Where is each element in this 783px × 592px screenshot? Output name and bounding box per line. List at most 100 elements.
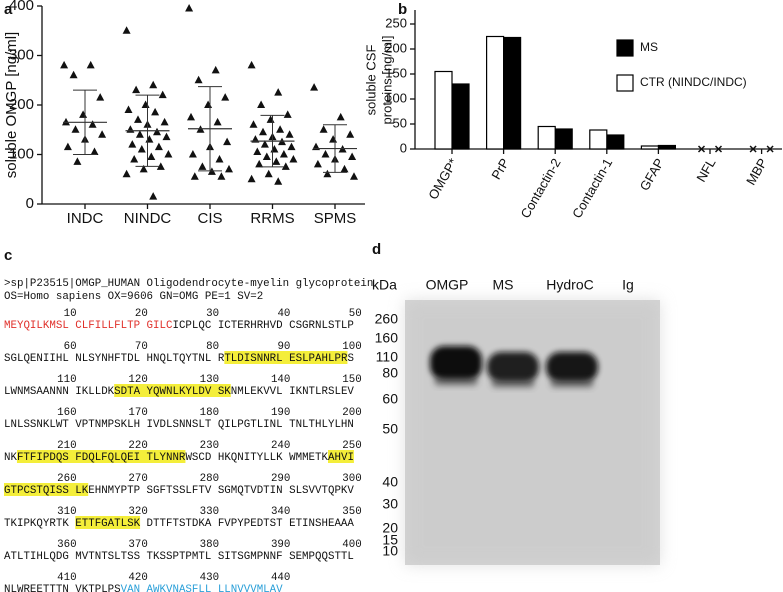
band-smear	[434, 376, 478, 386]
data-point	[190, 172, 199, 180]
y-axis-label: soluble CSF	[363, 45, 378, 116]
highlight	[328, 450, 354, 463]
data-point	[135, 130, 144, 138]
data-point	[86, 60, 95, 69]
data-point	[62, 117, 70, 126]
data-point	[262, 152, 271, 160]
x-tick-label: GFAP	[637, 156, 667, 194]
residue-number: 20	[135, 308, 148, 320]
sequence-segment: NMLEKVVL IKNTLRSLEV	[231, 386, 355, 398]
residue-number: 320	[128, 506, 147, 518]
data-point	[249, 120, 258, 128]
y-tick-label: 200	[9, 96, 34, 113]
data-point	[274, 177, 283, 185]
data-point	[158, 90, 167, 99]
data-point	[257, 100, 266, 108]
data-point	[313, 159, 322, 168]
sequence-segment: DTTFTSTDKA FVPYPEDTST ETINSHEAAA	[140, 518, 354, 530]
sequence-segment: AHVI	[328, 452, 354, 464]
residue-number: 250	[342, 440, 361, 452]
residue-number: 300	[342, 473, 361, 485]
data-point	[346, 130, 355, 138]
x-tick-label: MBP	[743, 156, 770, 188]
residue-number: 110	[57, 374, 76, 386]
residue-number: 120	[128, 374, 147, 386]
sequence-header: >sp|P23515|OMGP_HUMAN Oligodendrocyte-my…	[4, 278, 373, 290]
residue-number: 290	[271, 473, 290, 485]
x-tick-label: INDC	[67, 210, 104, 227]
bar	[606, 134, 625, 150]
residue-number: 60	[64, 341, 77, 353]
data-point	[211, 65, 220, 74]
marker-label: 50	[382, 421, 398, 437]
data-point	[79, 110, 88, 118]
residue-number: 90	[277, 341, 290, 353]
band	[546, 352, 598, 382]
sequence-segment: NLWREETTTN VKTPLPS	[4, 584, 121, 592]
residue-number: 210	[57, 440, 76, 452]
y-axis-label: soluble OMGP [ng/ml]	[3, 32, 20, 178]
unit-label: kDa	[372, 277, 397, 293]
residue-number: 430	[200, 572, 219, 584]
data-point	[321, 150, 330, 158]
residue-number: 350	[342, 506, 361, 518]
y-tick-label: 50	[393, 115, 407, 130]
sequence-segment: EHNMYPTP SGFTSSLFTV SGMQTVDTIN SLSVVTQPK…	[88, 485, 354, 497]
data-point	[185, 3, 194, 12]
band	[430, 346, 482, 380]
panel-label: b	[398, 1, 407, 18]
sequence-segment: WSCD HKQNITYLLK WMMETK	[185, 452, 328, 464]
marker-label: 20	[382, 520, 398, 536]
blot-shading	[405, 300, 660, 565]
sequence-segment: S	[347, 353, 353, 365]
y-tick-label: 250	[385, 15, 407, 30]
marker-label: 80	[382, 365, 398, 381]
data-point	[204, 100, 213, 108]
residue-number: 330	[200, 506, 219, 518]
data-point	[221, 93, 230, 101]
data-point	[128, 140, 137, 148]
data-point	[319, 125, 328, 133]
marker-label: 110	[376, 349, 399, 365]
data-point	[96, 93, 105, 101]
data-point	[247, 60, 256, 69]
data-point	[137, 145, 146, 153]
lane-label: Ig	[622, 277, 634, 293]
residue-number: 170	[128, 407, 147, 419]
x-tick-label: OMGP*	[425, 156, 460, 202]
data-point	[98, 130, 107, 138]
data-point	[287, 142, 296, 151]
not-detected	[697, 145, 706, 153]
residue-number: 380	[200, 539, 219, 551]
data-point	[160, 117, 169, 126]
lane-label: MS	[493, 277, 514, 293]
residue-number: 360	[57, 539, 76, 551]
y-tick-label: 100	[9, 145, 34, 162]
legend-label: CTR (NINDC/INDC)	[640, 75, 747, 89]
residue-number: 160	[57, 407, 76, 419]
marker-label: 15	[382, 532, 398, 548]
data-point	[217, 172, 226, 180]
data-point	[69, 70, 78, 79]
data-point	[132, 85, 141, 94]
residue-number: 190	[271, 407, 290, 419]
residue-number: 240	[271, 440, 290, 452]
sequence-header: OS=Homo sapiens OX=9606 GN=OMG PE=1 SV=2	[4, 291, 263, 303]
residue-number: 270	[128, 473, 147, 485]
bar	[434, 70, 453, 150]
data-point	[323, 169, 332, 178]
data-point	[149, 192, 158, 200]
highlight	[75, 516, 141, 529]
residue-number: 130	[200, 374, 219, 386]
residue-number: 220	[128, 440, 147, 452]
data-point	[164, 150, 173, 158]
not-detected	[749, 145, 757, 153]
highlight	[224, 351, 348, 364]
residue-number: 50	[349, 308, 362, 320]
band	[487, 352, 539, 382]
data-point	[122, 26, 131, 34]
y-tick-label: 100	[385, 90, 407, 105]
sequence-segment: SDTA YQWNLKYLDV SK	[114, 386, 231, 398]
data-point	[260, 140, 269, 148]
